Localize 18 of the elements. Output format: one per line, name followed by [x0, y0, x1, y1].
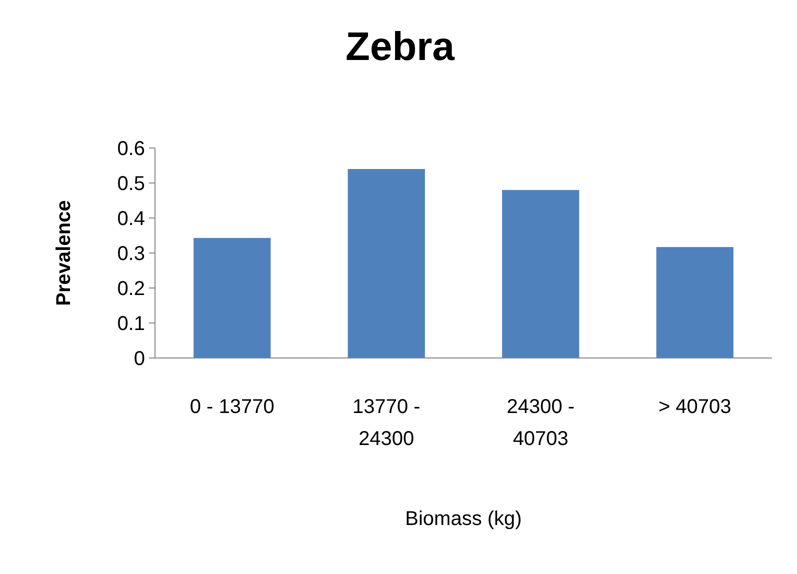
x-tick-label: 24300 - 40703: [506, 396, 575, 450]
x-tick-label: 13770 - 24300: [352, 396, 420, 450]
bar: [194, 238, 271, 358]
y-axis-title: Prevalence: [53, 200, 75, 306]
x-axis-title: Biomass (kg): [405, 508, 522, 530]
y-tick-label: 0.6: [117, 138, 145, 160]
y-tick-label: 0.1: [117, 313, 145, 335]
y-tick-label: 0: [134, 348, 145, 370]
x-tick-label: > 40703: [658, 396, 732, 418]
x-tick-label: 0 - 13770: [190, 396, 274, 418]
bar: [502, 190, 580, 358]
chart-title: Zebra: [346, 25, 456, 69]
y-tick-label: 0.4: [117, 208, 145, 230]
y-tick-label: 0.5: [117, 173, 145, 195]
y-tick-label: 0.2: [117, 278, 145, 300]
bar: [656, 247, 734, 358]
y-tick-label: 0.3: [117, 243, 145, 265]
bar: [348, 169, 425, 358]
